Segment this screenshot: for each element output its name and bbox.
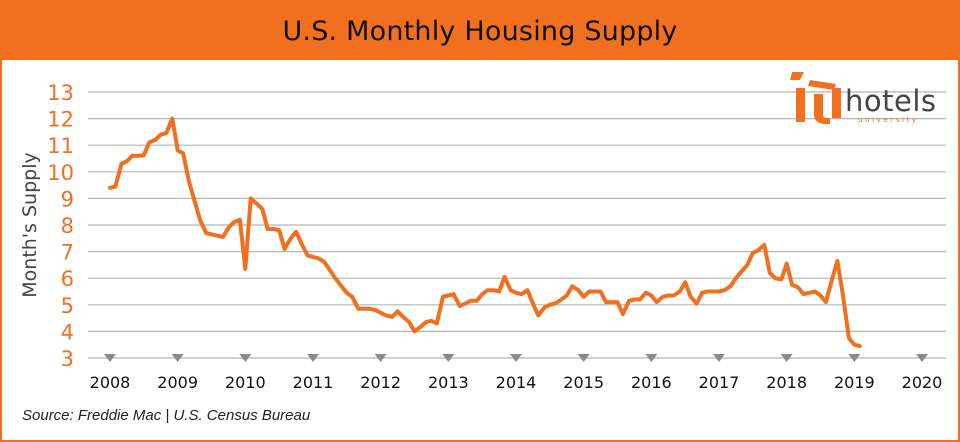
x-tick-mark-2017	[713, 354, 725, 362]
x-tick-label-2010: 2010	[225, 373, 266, 392]
x-tick-label-2013: 2013	[428, 373, 469, 392]
y-tick-label-7: 7	[61, 241, 74, 265]
logo-mark-icon	[790, 72, 841, 124]
logo-subtitle: university	[858, 116, 919, 124]
y-tick-label-11: 11	[47, 134, 74, 158]
y-tick-label-10: 10	[47, 161, 74, 185]
x-tick-label-2015: 2015	[563, 373, 604, 392]
y-tick-label-4: 4	[61, 320, 74, 344]
x-tick-mark-2014	[510, 354, 522, 362]
x-tick-mark-2009	[171, 354, 184, 362]
logo-wordmark: hotels	[845, 84, 937, 118]
x-tick-mark-2012	[374, 354, 387, 362]
y-axis-label: Month's Supply	[19, 152, 41, 297]
x-tick-mark-2015	[577, 354, 590, 362]
x-tick-mark-2016	[645, 354, 658, 362]
x-tick-mark-2013	[442, 354, 455, 362]
x-tick-mark-2008	[104, 354, 116, 362]
series-line-0	[108, 116, 862, 348]
x-tick-label-2014: 2014	[496, 373, 537, 392]
y-tick-label-3: 3	[61, 347, 74, 371]
x-tick-mark-2010	[239, 354, 252, 362]
title-bar: U.S. Monthly Housing Supply	[2, 2, 958, 60]
y-tick-label-6: 6	[61, 267, 74, 291]
y-tick-label-9: 9	[61, 187, 74, 211]
x-tick-label-2012: 2012	[360, 373, 401, 392]
x-tick-label-2011: 2011	[293, 373, 334, 392]
brand-logo: hotels university	[790, 70, 950, 130]
y-tick-label-12: 12	[47, 108, 74, 132]
x-tick-mark-2011	[307, 354, 319, 362]
x-tick-label-2008: 2008	[90, 373, 131, 392]
x-tick-label-2020: 2020	[902, 373, 943, 392]
y-tick-label-8: 8	[61, 214, 74, 238]
y-tick-label-13: 13	[47, 81, 74, 105]
source-note: Source: Freddie Mac | U.S. Census Bureau	[22, 407, 311, 424]
x-tick-label-2016: 2016	[631, 373, 672, 392]
chart-title: U.S. Monthly Housing Supply	[282, 15, 678, 47]
y-tick-label-5: 5	[61, 294, 74, 318]
x-tick-label-2019: 2019	[834, 373, 875, 392]
x-tick-label-2017: 2017	[699, 373, 740, 392]
x-tick-label-2009: 2009	[157, 373, 198, 392]
x-tick-mark-2018	[780, 354, 793, 362]
x-tick-mark-2019	[848, 354, 861, 362]
x-tick-mark-2020	[916, 354, 928, 362]
x-tick-label-2018: 2018	[766, 373, 807, 392]
